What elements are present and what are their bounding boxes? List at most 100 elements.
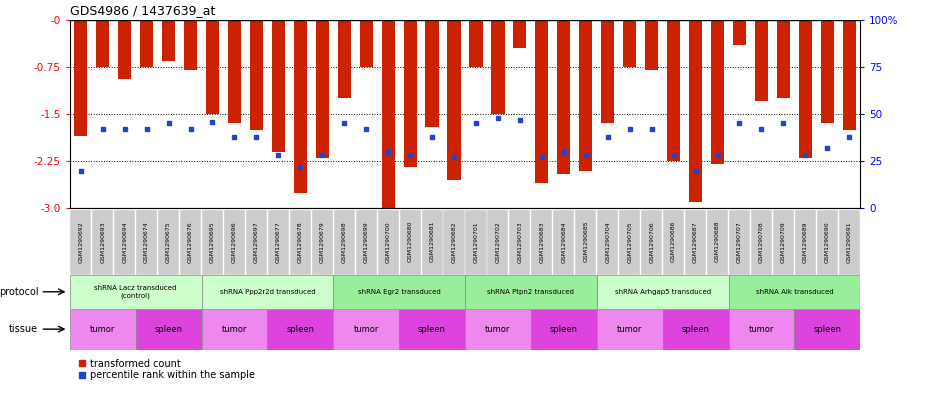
Bar <box>820 20 834 123</box>
Text: GSM1290689: GSM1290689 <box>803 221 808 263</box>
Bar <box>513 20 526 48</box>
Text: spleen: spleen <box>814 325 842 334</box>
FancyBboxPatch shape <box>312 209 333 275</box>
Bar <box>96 20 109 67</box>
FancyBboxPatch shape <box>224 209 245 275</box>
Text: GSM1290709: GSM1290709 <box>781 221 786 263</box>
Text: shRNA Arhgap5 transduced: shRNA Arhgap5 transduced <box>615 289 711 295</box>
Text: GSM1290707: GSM1290707 <box>737 221 742 263</box>
FancyBboxPatch shape <box>333 309 399 350</box>
Text: tumor: tumor <box>90 325 115 334</box>
Bar <box>140 20 153 67</box>
FancyBboxPatch shape <box>333 275 465 309</box>
FancyBboxPatch shape <box>465 209 486 275</box>
FancyBboxPatch shape <box>773 209 794 275</box>
FancyBboxPatch shape <box>202 275 333 309</box>
Text: GSM1290687: GSM1290687 <box>693 221 698 263</box>
Text: tissue: tissue <box>9 324 38 334</box>
Bar <box>843 20 856 130</box>
Bar <box>315 20 329 158</box>
FancyBboxPatch shape <box>378 209 399 275</box>
Text: tumor: tumor <box>749 325 774 334</box>
FancyBboxPatch shape <box>728 275 860 309</box>
Bar <box>162 20 175 61</box>
Text: spleen: spleen <box>286 325 314 334</box>
Text: tumor: tumor <box>221 325 247 334</box>
Bar <box>667 20 680 161</box>
Text: shRNA Alk transduced: shRNA Alk transduced <box>755 289 833 295</box>
FancyBboxPatch shape <box>465 275 597 309</box>
FancyBboxPatch shape <box>355 209 377 275</box>
FancyBboxPatch shape <box>531 209 552 275</box>
FancyBboxPatch shape <box>817 209 838 275</box>
Text: GSM1290705: GSM1290705 <box>627 221 632 263</box>
Text: GSM1290695: GSM1290695 <box>210 221 215 263</box>
Bar <box>404 20 417 167</box>
Bar <box>557 20 570 174</box>
FancyBboxPatch shape <box>619 209 640 275</box>
FancyBboxPatch shape <box>685 209 706 275</box>
FancyBboxPatch shape <box>180 209 201 275</box>
FancyBboxPatch shape <box>465 309 531 350</box>
Text: GSM1290682: GSM1290682 <box>452 221 457 263</box>
Bar <box>689 20 702 202</box>
Text: protocol: protocol <box>0 287 38 297</box>
Text: GSM1290678: GSM1290678 <box>298 221 303 263</box>
Text: GSM1290700: GSM1290700 <box>386 221 391 263</box>
Bar <box>338 20 351 98</box>
Text: tumor: tumor <box>353 325 379 334</box>
Text: shRNA Egr2 transduced: shRNA Egr2 transduced <box>358 289 441 295</box>
FancyBboxPatch shape <box>597 275 728 309</box>
Text: GSM1290688: GSM1290688 <box>715 221 720 263</box>
Bar <box>228 20 241 123</box>
FancyBboxPatch shape <box>839 209 860 275</box>
FancyBboxPatch shape <box>510 209 530 275</box>
Text: GSM1290698: GSM1290698 <box>341 221 347 263</box>
Text: spleen: spleen <box>550 325 578 334</box>
Bar <box>579 20 592 171</box>
FancyBboxPatch shape <box>421 209 443 275</box>
FancyBboxPatch shape <box>114 209 135 275</box>
Text: GSM1290706: GSM1290706 <box>649 221 654 263</box>
FancyBboxPatch shape <box>553 209 575 275</box>
Bar <box>447 20 460 180</box>
FancyBboxPatch shape <box>663 209 684 275</box>
Text: shRNA Ptpn2 transduced: shRNA Ptpn2 transduced <box>487 289 575 295</box>
FancyBboxPatch shape <box>267 309 333 350</box>
Bar <box>184 20 197 70</box>
Bar <box>491 20 504 114</box>
Text: GSM1290675: GSM1290675 <box>166 221 171 263</box>
Text: spleen: spleen <box>154 325 182 334</box>
Bar <box>74 20 87 136</box>
Bar <box>536 20 549 183</box>
Text: GSM1290697: GSM1290697 <box>254 221 259 263</box>
Bar <box>425 20 439 127</box>
Bar <box>601 20 615 123</box>
Bar <box>118 20 131 79</box>
Text: GDS4986 / 1437639_at: GDS4986 / 1437639_at <box>70 4 215 17</box>
Text: GSM1290680: GSM1290680 <box>407 221 413 263</box>
FancyBboxPatch shape <box>399 309 465 350</box>
Text: GSM1290696: GSM1290696 <box>232 221 237 263</box>
Text: GSM1290708: GSM1290708 <box>759 221 764 263</box>
Bar <box>470 20 483 67</box>
FancyBboxPatch shape <box>751 209 772 275</box>
FancyBboxPatch shape <box>70 209 91 275</box>
Text: GSM1290690: GSM1290690 <box>825 221 830 263</box>
Text: GSM1290704: GSM1290704 <box>605 221 610 263</box>
Text: GSM1290677: GSM1290677 <box>276 221 281 263</box>
Text: GSM1290685: GSM1290685 <box>583 221 589 263</box>
Bar <box>799 20 812 158</box>
Text: GSM1290676: GSM1290676 <box>188 221 193 263</box>
FancyBboxPatch shape <box>597 309 662 350</box>
Text: GSM1290691: GSM1290691 <box>847 221 852 263</box>
Bar <box>360 20 373 67</box>
Text: GSM1290674: GSM1290674 <box>144 221 149 263</box>
Text: GSM1290694: GSM1290694 <box>122 221 127 263</box>
Legend: transformed count, percentile rank within the sample: transformed count, percentile rank withi… <box>74 354 259 384</box>
FancyBboxPatch shape <box>246 209 267 275</box>
Bar <box>755 20 768 101</box>
Text: GSM1290686: GSM1290686 <box>671 221 676 263</box>
Text: GSM1290692: GSM1290692 <box>78 221 83 263</box>
FancyBboxPatch shape <box>268 209 289 275</box>
